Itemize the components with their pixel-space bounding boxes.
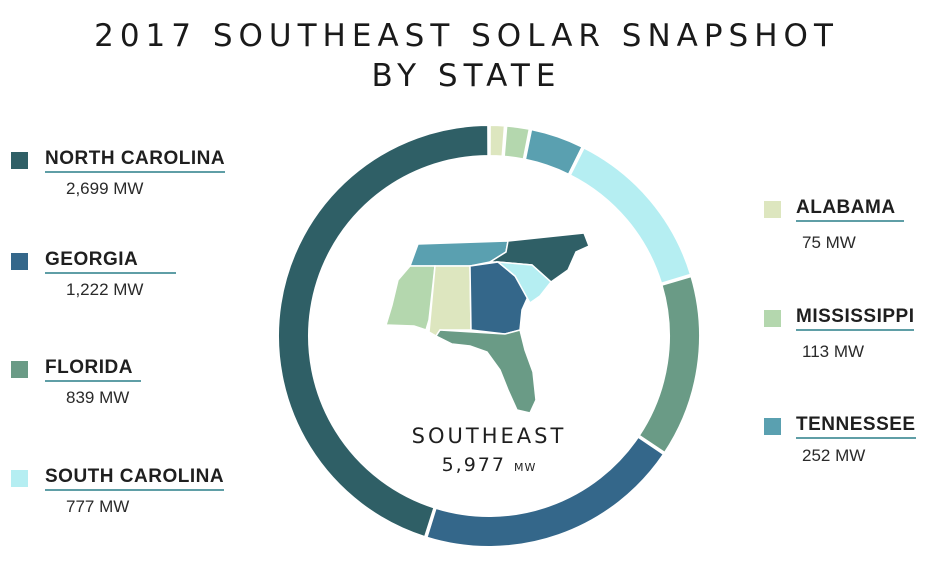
legend-value-alabama: 75 MW [802, 233, 856, 252]
legend-label-south-carolina: SOUTH CAROLINA [45, 467, 225, 491]
legend-label-alabama: ALABAMA [796, 198, 904, 222]
map-state-south-carolina [495, 261, 553, 305]
center-total-value: 5,977 MW [339, 454, 639, 476]
legend-swatch-georgia [11, 253, 28, 270]
legend-value-mississippi: 113 MW [802, 342, 865, 361]
legend-swatch-mississippi [764, 310, 781, 327]
chart-title: 2017 SOUTHEAST SOLAR SNAPSHOT BY STATE [0, 16, 933, 96]
center-total-unit: MW [514, 461, 537, 474]
legend-value-florida: 839 MW [66, 388, 130, 407]
map-state-florida [434, 329, 537, 414]
southeast-map [385, 232, 590, 414]
map-state-alabama [428, 265, 472, 337]
legend-label-georgia: GEORGIA [45, 250, 177, 274]
chart-title-line1: 2017 SOUTHEAST SOLAR SNAPSHOT [94, 18, 839, 54]
legend-value-south-carolina: 777 MW [66, 497, 130, 516]
legend-swatch-north-carolina [11, 152, 28, 169]
legend-label-tennessee: TENNESSEE [796, 415, 916, 439]
donut-slice-georgia [425, 435, 666, 548]
donut-slice-florida [637, 274, 701, 455]
center-total-label: SOUTHEAST [411, 424, 567, 448]
legend-value-tennessee: 252 MW [802, 446, 866, 465]
donut-slices [277, 123, 701, 548]
donut-slice-tennessee [523, 128, 584, 176]
legend-swatch-alabama [764, 201, 781, 218]
legend-swatch-florida [11, 361, 28, 378]
legend-swatch-south-carolina [11, 470, 28, 487]
center-total-number: 5,977 [441, 454, 506, 476]
legend-label-north-carolina: NORTH CAROLINA [45, 149, 226, 173]
legend-swatch-tennessee [764, 418, 781, 435]
map-state-mississippi [385, 265, 436, 331]
donut-slice-north-carolina [277, 123, 490, 539]
legend-value-north-carolina: 2,699 MW [66, 179, 144, 198]
chart-title-line2: BY STATE [371, 58, 562, 94]
donut-slice-south-carolina [568, 146, 693, 285]
donut-slice-mississippi [502, 124, 531, 161]
legend-label-florida: FLORIDA [45, 358, 141, 382]
donut-slice-alabama [488, 123, 506, 158]
legend-value-georgia: 1,222 MW [66, 280, 144, 299]
legend-label-mississippi: MISSISSIPPI [796, 307, 915, 331]
